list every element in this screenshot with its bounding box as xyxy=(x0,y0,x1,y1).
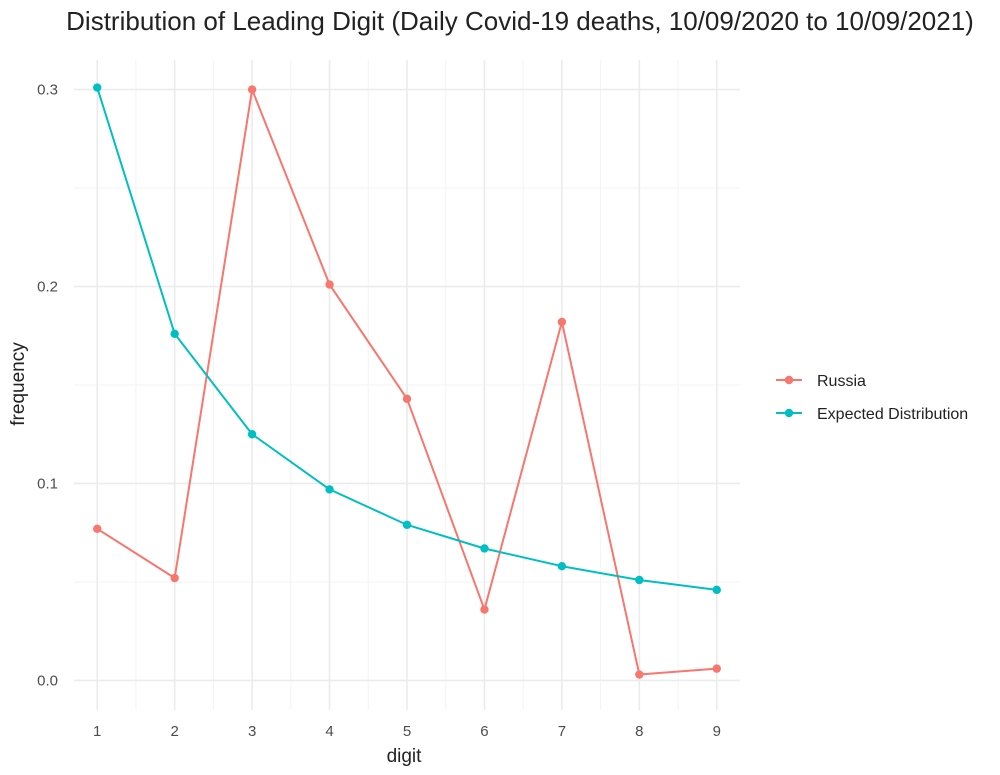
legend-key-point xyxy=(784,375,794,385)
x-axis-ticks: 1 2 3 4 5 6 7 8 9 xyxy=(93,723,721,740)
plot-area xyxy=(74,60,740,710)
x-tick-label: 8 xyxy=(635,723,643,740)
data-point xyxy=(557,317,567,327)
data-point xyxy=(402,394,412,403)
x-tick-label: 2 xyxy=(171,723,179,740)
legend-label: Expected Distribution xyxy=(817,406,968,423)
x-tick-label: 7 xyxy=(558,723,566,740)
x-tick-label: 6 xyxy=(480,723,488,740)
series-layer xyxy=(93,83,721,679)
x-tick-label: 3 xyxy=(248,723,256,740)
y-tick-label: 0.2 xyxy=(37,279,58,296)
x-tick-label: 1 xyxy=(93,723,101,740)
data-point xyxy=(93,83,102,92)
y-tick-label: 0.3 xyxy=(37,82,58,99)
data-point xyxy=(93,524,102,533)
legend-key-point xyxy=(784,408,794,418)
series-russia xyxy=(93,85,721,679)
x-tick-label: 9 xyxy=(713,723,721,740)
grid xyxy=(74,60,740,710)
x-axis-title: digit xyxy=(387,746,423,767)
legend-item: Expected Distribution xyxy=(776,406,968,423)
data-point xyxy=(635,575,644,585)
x-tick-label: 5 xyxy=(403,723,411,740)
data-point xyxy=(325,280,334,289)
y-tick-label: 0.1 xyxy=(37,475,58,492)
data-point xyxy=(170,329,179,338)
data-point xyxy=(170,573,179,583)
y-axis-ticks: 0.0 0.1 0.2 0.3 xyxy=(37,82,58,690)
y-axis-title: frequency xyxy=(8,342,29,426)
series-expected-distribution xyxy=(93,83,721,595)
legend-label: Russia xyxy=(817,373,866,390)
x-tick-label: 4 xyxy=(325,723,333,740)
y-tick-label: 0.0 xyxy=(37,672,58,689)
data-point xyxy=(402,520,412,530)
data-point xyxy=(635,670,644,679)
data-point xyxy=(247,85,257,94)
data-point xyxy=(480,605,489,614)
data-point xyxy=(480,544,489,553)
data-point xyxy=(712,664,721,673)
legend-item: Russia xyxy=(776,373,866,390)
data-point xyxy=(712,585,721,595)
data-point xyxy=(325,485,334,494)
legend: Russia Expected Distribution xyxy=(776,373,968,423)
data-point xyxy=(557,562,567,571)
data-point xyxy=(247,430,257,439)
chart-title: Distribution of Leading Digit (Daily Cov… xyxy=(66,6,974,36)
